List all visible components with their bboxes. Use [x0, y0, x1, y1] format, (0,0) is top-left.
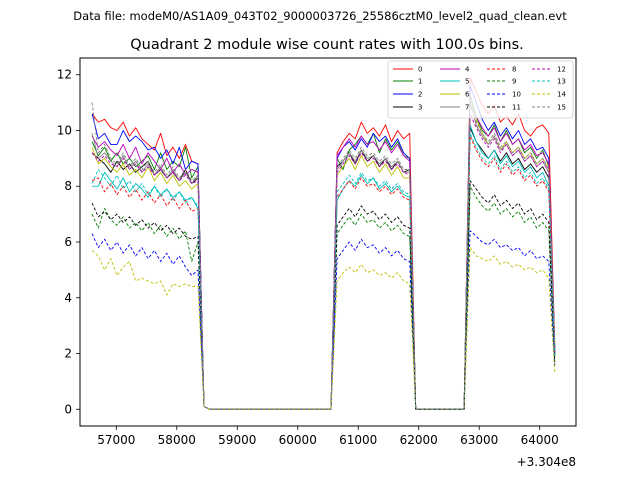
y-tick-label: 6	[64, 235, 72, 249]
legend-frame	[387, 60, 574, 119]
x-tick-label: 61000	[339, 433, 377, 447]
legend-label-3: 3	[418, 104, 422, 112]
series-line-10	[91, 230, 556, 410]
legend-label-2: 2	[418, 91, 422, 99]
legend-label-13: 13	[557, 78, 566, 86]
x-offset-label: +3.304e8	[517, 455, 576, 469]
legend-label-8: 8	[512, 66, 516, 74]
y-tick-label: 0	[64, 402, 72, 416]
x-tick-label: 59000	[218, 433, 256, 447]
y-axis: 0 2 4 6 8 10 12	[57, 68, 80, 416]
x-tick-label: 60000	[279, 433, 317, 447]
legend-label-10: 10	[512, 91, 521, 99]
legend-label-6: 6	[465, 91, 470, 99]
x-axis: 57000 58000 59000 60000 61000 62000 63000 64000	[97, 426, 559, 447]
legend-label-14: 14	[557, 91, 566, 99]
chart-title: Quadrant 2 module wise count rates with …	[130, 37, 524, 53]
legend-label-1: 1	[418, 78, 422, 86]
x-tick-label: 64000	[521, 433, 559, 447]
x-tick-label: 63000	[460, 433, 498, 447]
plot-area	[79, 57, 577, 427]
legend-label-12: 12	[557, 66, 566, 74]
legend-label-4: 4	[465, 66, 470, 74]
x-tick-label: 57000	[97, 433, 135, 447]
legend-label-15: 15	[557, 104, 566, 112]
series-lines	[91, 77, 556, 410]
legend-label-5: 5	[465, 78, 469, 86]
y-tick-label: 12	[57, 68, 72, 82]
x-tick-label: 58000	[158, 433, 196, 447]
y-tick-label: 2	[64, 347, 72, 361]
legend-label-11: 11	[512, 104, 521, 112]
series-line-15	[91, 96, 556, 410]
y-tick-label: 4	[64, 291, 72, 305]
x-tick-label: 62000	[400, 433, 438, 447]
y-tick-label: 10	[57, 123, 72, 137]
legend-label-0: 0	[418, 66, 422, 74]
y-tick-label: 8	[64, 179, 72, 193]
legend-label-7: 7	[465, 104, 469, 112]
figure-suptitle: Data file: modeM0/AS1A09_043T02_90000037…	[73, 9, 567, 23]
legend-label-9: 9	[512, 78, 516, 86]
